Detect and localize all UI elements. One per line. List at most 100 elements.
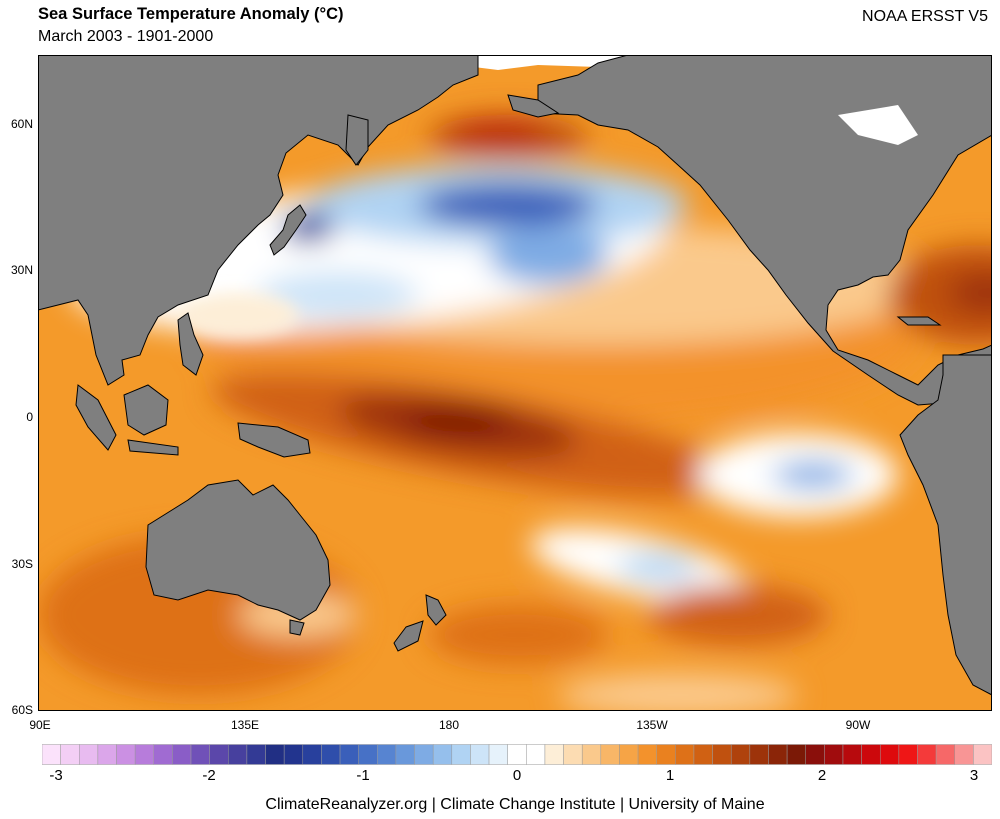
colorbar-swatch — [321, 744, 341, 765]
colorbar-swatch — [228, 744, 248, 765]
colorbar-swatch — [209, 744, 229, 765]
colorbar-tick-label: -3 — [49, 767, 63, 784]
colorbar-tick-label: 3 — [969, 767, 979, 784]
land-sumatra — [75, 384, 117, 451]
sst-anomaly-map — [38, 55, 992, 711]
colorbar-swatch — [917, 744, 937, 765]
colorbar-swatch — [41, 744, 61, 765]
lat-label: 60N — [10, 117, 33, 131]
colorbar-swatch — [432, 744, 453, 765]
colorbar-swatch — [544, 744, 564, 765]
land-new-zealand-south — [393, 620, 424, 652]
colorbar-swatch — [954, 744, 974, 765]
land-australia — [145, 479, 331, 621]
lat-label: 60S — [11, 703, 33, 717]
colorbar-swatch — [619, 744, 639, 765]
anomaly-blob — [428, 605, 608, 665]
anomaly-blob — [648, 585, 828, 645]
colorbar-swatch — [898, 744, 918, 765]
land-alaska-peninsula — [507, 94, 560, 118]
land-caribbean — [896, 316, 942, 326]
colorbar-swatch — [935, 744, 955, 765]
colorbar-swatch — [637, 744, 657, 765]
colorbar-swatch — [581, 744, 602, 765]
colorbar-swatch — [805, 744, 825, 765]
colorbar-tick-label: 0 — [512, 767, 522, 784]
land-philippines — [177, 312, 204, 376]
lon-label: 90E — [29, 718, 51, 732]
colorbar-swatch — [712, 744, 732, 765]
colorbar-swatch — [824, 744, 844, 765]
colorbar-swatch — [749, 744, 769, 765]
colorbar-swatch — [675, 744, 695, 765]
land-japan — [269, 204, 307, 256]
anomaly-blob — [773, 461, 853, 489]
colorbar-swatch — [134, 744, 155, 765]
anomaly-blob — [418, 183, 598, 227]
colorbar-swatch — [470, 744, 490, 765]
colorbar-swatch — [116, 744, 136, 765]
colorbar-swatch — [190, 744, 210, 765]
colorbar-swatch — [302, 744, 322, 765]
colorbar-tick-label: 2 — [817, 767, 827, 784]
colorbar-swatch — [451, 744, 471, 765]
land-borneo — [123, 384, 169, 436]
anomaly-blob — [258, 271, 418, 319]
lon-label: 180 — [438, 718, 460, 732]
colorbar-swatch — [768, 744, 788, 765]
footer-credits: ClimateReanalyzer.org | Climate Change I… — [265, 796, 765, 813]
lat-label: 30S — [11, 557, 33, 571]
lon-label: 135E — [230, 718, 260, 732]
colorbar-swatch — [842, 744, 862, 765]
anomaly-blob — [948, 273, 992, 313]
lat-label: 30N — [10, 263, 33, 277]
colorbar-swatches — [41, 744, 993, 765]
anomaly-blob — [558, 673, 798, 711]
colorbar-swatch — [861, 744, 881, 765]
anomaly-blob — [618, 553, 698, 581]
land-java — [127, 439, 179, 456]
colorbar-tick-label: 1 — [665, 767, 675, 784]
lon-label: 135W — [636, 718, 668, 732]
colorbar-swatch — [172, 744, 192, 765]
map-subtitle: March 2003 - 1901-2000 — [38, 28, 214, 45]
anomaly-blob — [178, 293, 298, 337]
colorbar-swatch — [730, 744, 751, 765]
map-title: Sea Surface Temperature Anomaly (°C) — [38, 5, 344, 23]
lat-label: 0 — [26, 410, 33, 424]
data-source-label: NOAA ERSST V5 — [862, 8, 988, 25]
anomaly-blob — [448, 121, 548, 141]
colorbar-swatch — [656, 744, 676, 765]
map-canvas — [38, 55, 992, 711]
anomaly-blob — [488, 225, 608, 285]
colorbar-swatch — [60, 744, 80, 765]
colorbar-swatch — [526, 744, 546, 765]
colorbar-swatch — [563, 744, 583, 765]
land-south-america — [899, 354, 992, 696]
colorbar-tick-label: -1 — [356, 767, 370, 784]
colorbar-swatch — [600, 744, 620, 765]
anomaly-blob — [403, 407, 513, 435]
colorbar-swatch — [283, 744, 304, 765]
colorbar-swatch — [414, 744, 434, 765]
colorbar — [41, 744, 993, 765]
colorbar-swatch — [395, 744, 415, 765]
colorbar-swatch — [339, 744, 359, 765]
colorbar-swatch — [973, 744, 993, 765]
colorbar-swatch — [488, 744, 508, 765]
colorbar-swatch — [97, 744, 117, 765]
colorbar-tick-label: -2 — [202, 767, 216, 784]
colorbar-swatch — [246, 744, 266, 765]
colorbar-swatch — [507, 744, 527, 765]
land-tasmania — [289, 619, 305, 636]
land-kamchatka — [345, 114, 369, 166]
colorbar-swatch — [693, 744, 713, 765]
land-new-guinea — [237, 422, 311, 458]
colorbar-swatch — [377, 744, 397, 765]
land-new-zealand-north — [425, 594, 447, 626]
colorbar-swatch — [153, 744, 173, 765]
colorbar-swatch — [879, 744, 900, 765]
colorbar-swatch — [79, 744, 99, 765]
colorbar-swatch — [786, 744, 806, 765]
land-masses — [38, 55, 992, 696]
